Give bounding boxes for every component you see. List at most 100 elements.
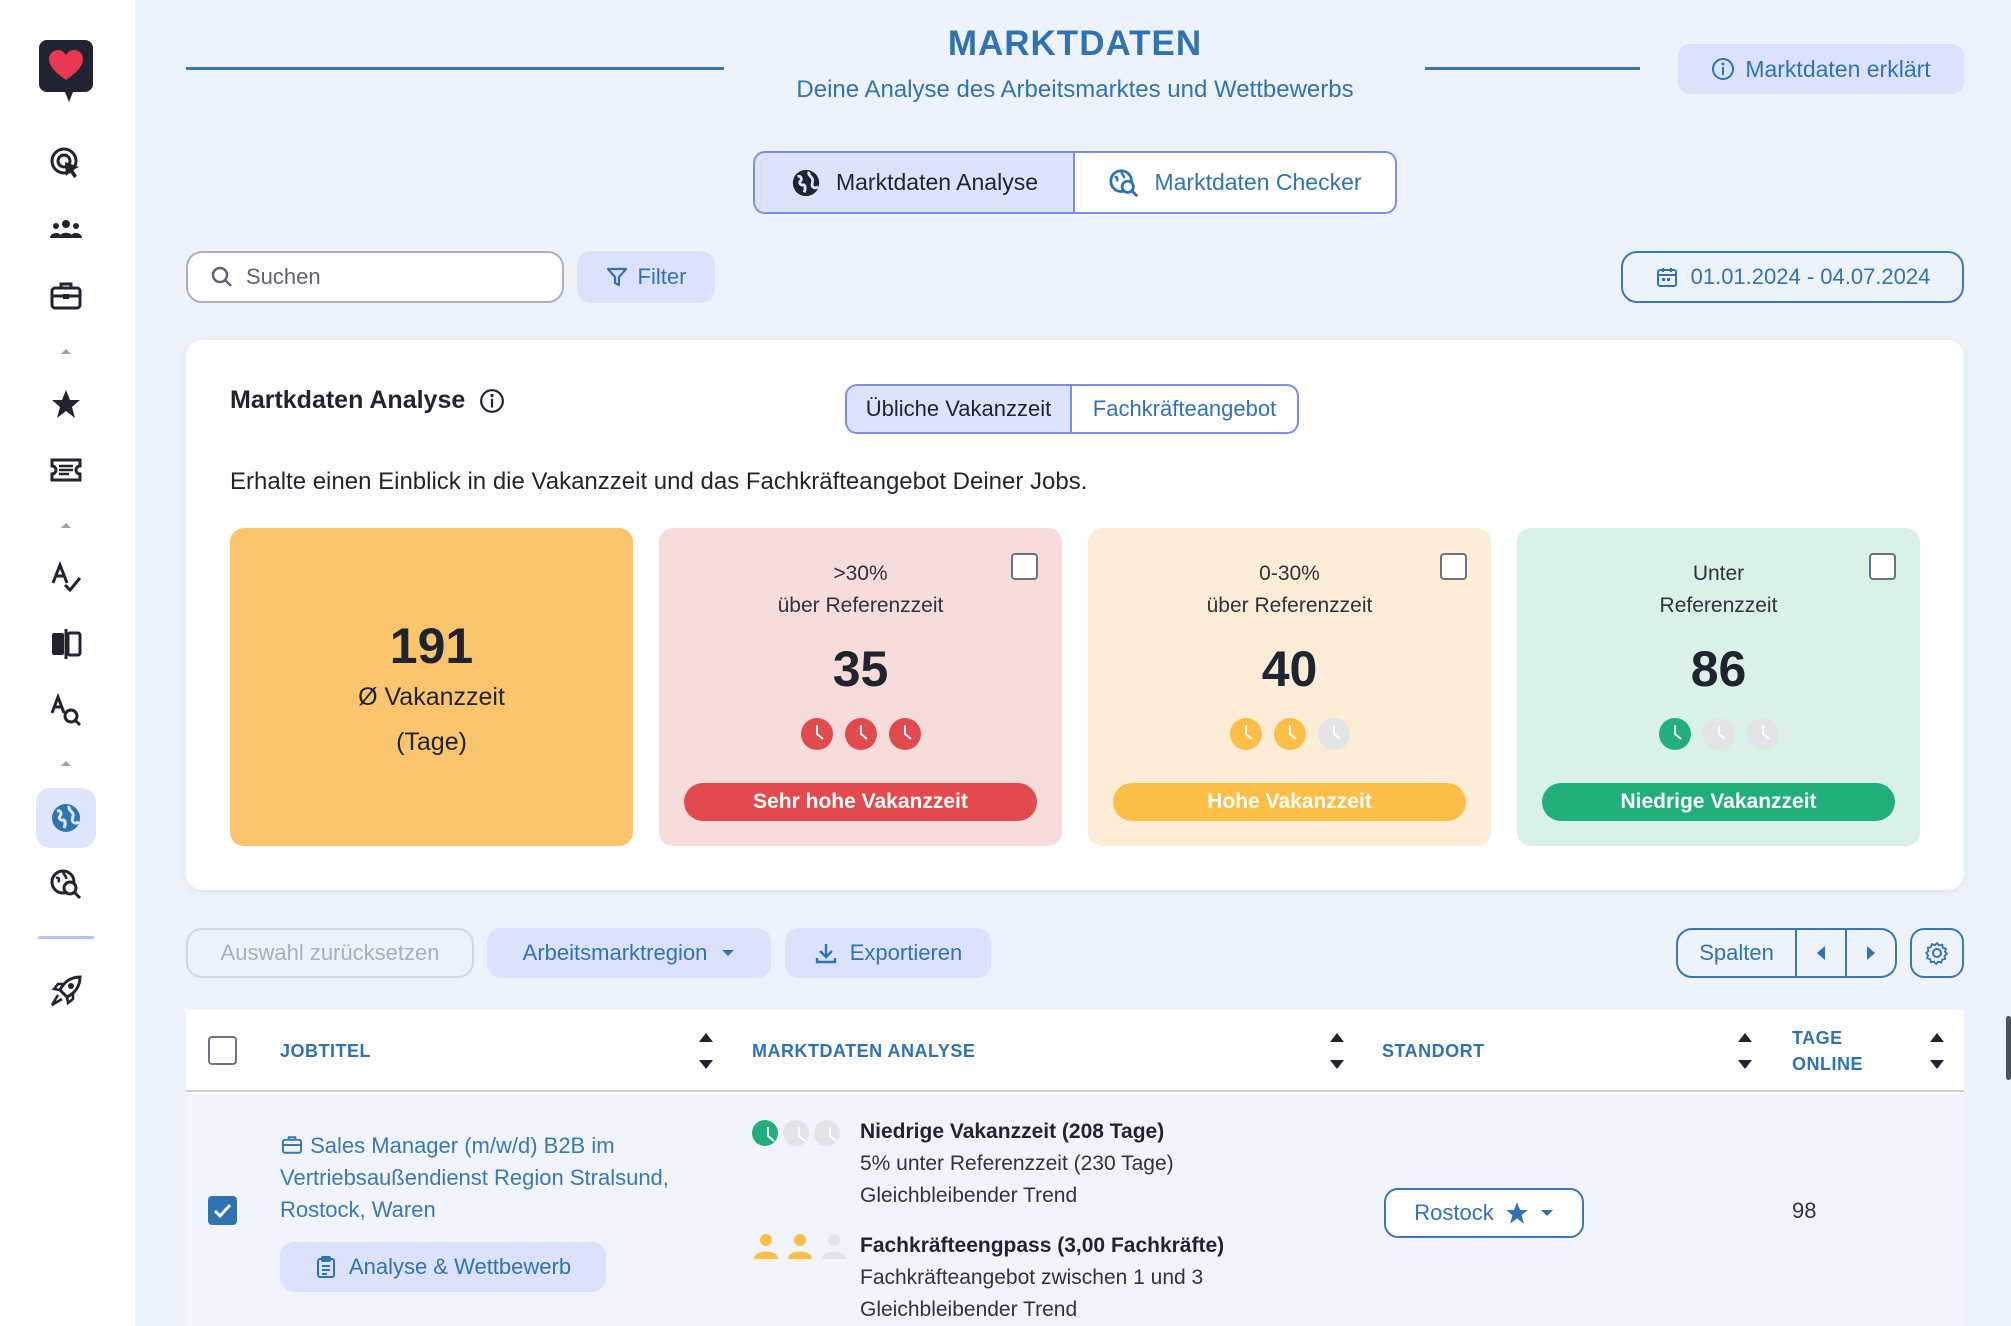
tile-checkbox[interactable] — [1011, 553, 1038, 580]
location-label: Rostock — [1414, 1200, 1494, 1225]
caret-right-icon — [1867, 946, 1875, 960]
filter-button[interactable]: Filter — [577, 251, 715, 303]
card-description: Erhalte einen Einblick in die Vakanzzeit… — [230, 468, 1088, 495]
sort-icon[interactable] — [1328, 1028, 1346, 1074]
clock-indicator — [1517, 718, 1920, 750]
table-settings-button[interactable] — [1910, 928, 1964, 978]
vacancy-title: Niedrige Vakanzzeit (208 Tage) — [860, 1120, 1165, 1143]
sort-icon[interactable] — [1928, 1028, 1946, 1074]
clock-icon — [814, 1120, 840, 1146]
tile-checkbox[interactable] — [1869, 553, 1896, 580]
clock-icon — [800, 718, 833, 750]
clock-icon — [1317, 718, 1350, 750]
vacancy-reference: 5% unter Referenzzeit (230 Tage) — [860, 1152, 1174, 1175]
logo-heart-icon[interactable] — [39, 40, 93, 102]
tile-value: 35 — [832, 641, 889, 697]
tile-badge: Sehr hohe Vakanzzeit — [684, 783, 1037, 821]
sort-icon[interactable] — [697, 1028, 715, 1074]
columns-control: Spalten — [1676, 928, 1897, 978]
marktdaten-explained-button[interactable]: Marktdaten erklärt — [1678, 44, 1964, 94]
vacancy-analysis: Niedrige Vakanzzeit (208 Tage) 5% unter … — [860, 1116, 1174, 1212]
caret-left-icon — [1817, 946, 1825, 960]
clock-icon — [752, 1120, 778, 1146]
tab-uebliche-vakanzzeit[interactable]: Übliche Vakanzzeit — [845, 384, 1072, 434]
location-dropdown[interactable]: Rostock — [1384, 1188, 1584, 1238]
tile-label-line1: >30% — [833, 562, 888, 585]
filter-label: Filter — [637, 264, 687, 289]
tile-value: 40 — [1261, 641, 1318, 697]
tile-label: >30% über Referenzzeit — [659, 558, 1062, 622]
summary-value: 191 — [389, 618, 474, 674]
skills-range: Fachkräfteangebot zwischen 1 und 3 — [860, 1266, 1204, 1289]
cursor-target-icon[interactable] — [46, 143, 86, 183]
collapse-up-icon[interactable] — [58, 519, 74, 531]
tab-marktdaten-analyse[interactable]: Marktdaten Analyse — [753, 151, 1075, 214]
tile-label: 0-30% über Referenzzeit — [1088, 558, 1491, 622]
collapse-up-icon[interactable] — [58, 757, 74, 769]
job-title-link[interactable]: Sales Manager (m/w/d) B2B im Vertriebsau… — [280, 1130, 720, 1226]
clock-icon — [1273, 718, 1306, 750]
table-row[interactable]: Sales Manager (m/w/d) B2B im Vertriebsau… — [186, 1094, 1964, 1326]
vacancy-indicator — [752, 1120, 840, 1146]
col-header-tage-online[interactable]: TAGE ONLINE — [1792, 1010, 1863, 1092]
page-title: MARKTDATEN — [947, 24, 1203, 63]
briefcase-icon[interactable] — [46, 276, 86, 316]
download-icon — [815, 944, 836, 964]
col-header-standort[interactable]: STANDORT — [1382, 1040, 1485, 1061]
compare-icon[interactable] — [46, 624, 86, 664]
spellcheck-icon[interactable] — [46, 558, 86, 598]
sidebar — [0, 0, 135, 1326]
info-icon[interactable] — [479, 388, 505, 414]
globe-search-icon — [1109, 168, 1139, 197]
tab-fachkraefteangebot[interactable]: Fachkräfteangebot — [1072, 384, 1299, 434]
checkmark-icon — [213, 1203, 232, 1219]
header-line-right — [1425, 67, 1640, 70]
person-icon — [788, 1234, 812, 1259]
region-label: Arbeitsmarktregion — [522, 940, 708, 965]
collapse-up-icon[interactable] — [58, 345, 74, 357]
search-box[interactable] — [186, 251, 564, 303]
tile-checkbox[interactable] — [1440, 553, 1467, 580]
header-line-left — [186, 67, 724, 70]
col-header-jobtitel[interactable]: JOBTITEL — [280, 1040, 372, 1061]
tile-label-line2: über Referenzzeit — [1206, 594, 1373, 617]
columns-next-button[interactable] — [1847, 928, 1897, 978]
text-search-icon[interactable] — [46, 690, 86, 730]
tab-marktdaten-checker[interactable]: Marktdaten Checker — [1075, 151, 1397, 214]
calendar-icon — [1656, 268, 1677, 287]
reset-selection-button[interactable]: Auswahl zurücksetzen — [186, 928, 474, 978]
clock-icon — [1229, 718, 1262, 750]
rocket-icon[interactable] — [46, 971, 86, 1011]
globe-icon[interactable] — [46, 798, 86, 838]
col-header-marktdaten-analyse[interactable]: MARKTDATEN ANALYSE — [752, 1040, 976, 1061]
clock-indicator — [1088, 718, 1491, 750]
row-checkbox[interactable] — [208, 1196, 237, 1225]
globe-search-icon[interactable] — [46, 864, 86, 904]
tile-value: 86 — [1690, 641, 1747, 697]
clock-icon — [1746, 718, 1779, 750]
scrollbar-thumb[interactable] — [2006, 1016, 2011, 1080]
team-icon[interactable] — [46, 210, 86, 250]
skilled-workers-analysis: Fachkräfteengpass (3,00 Fachkräfte) Fach… — [860, 1230, 1224, 1326]
date-range-picker[interactable]: 01.01.2024 - 04.07.2024 — [1621, 251, 1964, 303]
sort-icon[interactable] — [1736, 1028, 1754, 1074]
globe-icon — [792, 169, 820, 196]
view-toggle: Marktdaten Analyse Marktdaten Checker — [753, 151, 1397, 214]
clock-indicator — [659, 718, 1062, 750]
labor-market-region-dropdown[interactable]: Arbeitsmarktregion — [487, 928, 771, 978]
columns-button[interactable]: Spalten — [1676, 928, 1797, 978]
analysis-competition-button[interactable]: Analyse & Wettbewerb — [280, 1242, 606, 1292]
card-title: Martkdaten Analyse — [230, 386, 505, 415]
caret-down-icon — [1540, 1210, 1553, 1216]
clock-icon — [888, 718, 921, 750]
export-button[interactable]: Exportieren — [785, 928, 991, 978]
metric-toggle: Übliche Vakanzzeit Fachkräfteangebot — [845, 384, 1299, 434]
columns-prev-button[interactable] — [1797, 928, 1847, 978]
clock-icon — [1702, 718, 1735, 750]
table-header: JOBTITEL MARKTDATEN ANALYSE STANDORT TAG… — [186, 1010, 1964, 1092]
search-input[interactable] — [246, 264, 546, 290]
ticket-icon[interactable] — [46, 450, 86, 490]
page-subtitle: Deine Analyse des Arbeitsmarktes und Wet… — [796, 76, 1354, 103]
star-icon[interactable] — [46, 384, 86, 424]
select-all-checkbox[interactable] — [208, 1036, 237, 1065]
